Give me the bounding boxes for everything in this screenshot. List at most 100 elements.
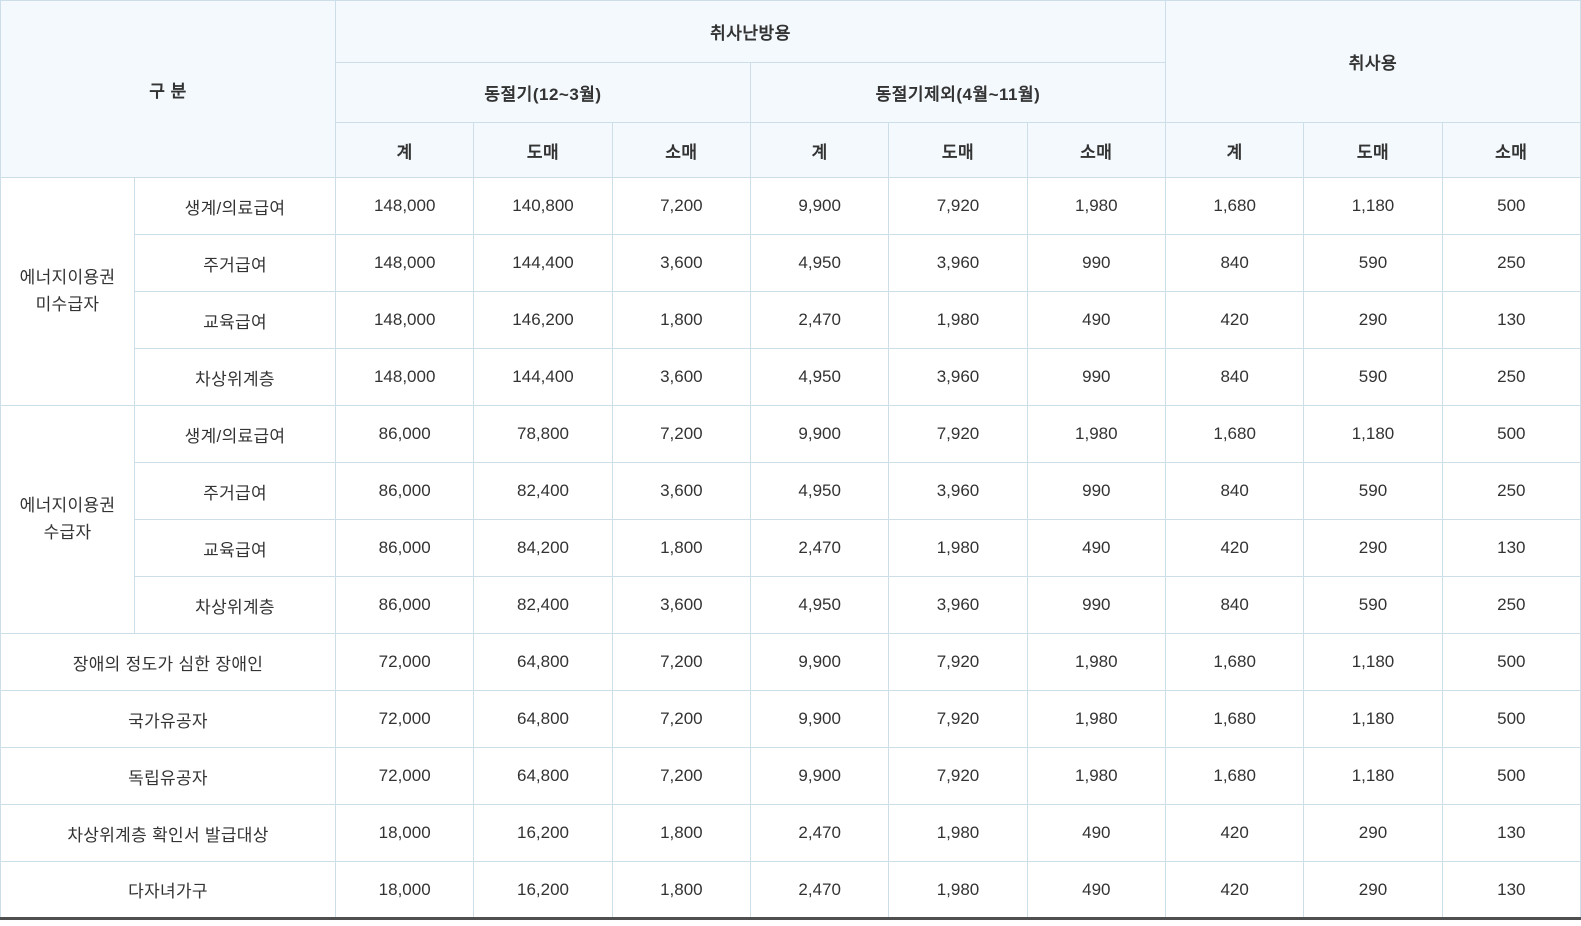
row-label: 주거급여	[133, 234, 337, 292]
cell: 1,800	[611, 291, 752, 349]
cell: 840	[1164, 576, 1305, 634]
cell: 9,900	[749, 747, 890, 805]
cell: 1,980	[888, 519, 1028, 577]
cell: 250	[1441, 348, 1581, 406]
row-label: 다자녀가구	[0, 861, 337, 919]
cell: 64,800	[473, 690, 613, 748]
cell: 590	[1303, 348, 1443, 406]
cell: 144,400	[473, 348, 613, 406]
table-row: 에너지이용권 수급자 생계/의료급여 86,000 78,800 7,200 9…	[0, 405, 1581, 634]
cell: 990	[1026, 462, 1166, 520]
cell: 1,980	[1026, 747, 1166, 805]
cell: 3,960	[888, 462, 1028, 520]
cell: 1,180	[1303, 633, 1443, 691]
row-label: 주거급여	[133, 462, 337, 520]
row-group-label: 에너지이용권 미수급자	[0, 177, 135, 406]
cell: 1,680	[1164, 690, 1305, 748]
cell: 590	[1303, 234, 1443, 292]
cell: 64,800	[473, 633, 613, 691]
cell: 3,600	[611, 348, 752, 406]
cell: 590	[1303, 576, 1443, 634]
cell: 130	[1441, 519, 1581, 577]
cell: 140,800	[473, 177, 613, 235]
cell: 840	[1164, 348, 1305, 406]
cell: 290	[1303, 804, 1443, 862]
cell: 590	[1303, 462, 1443, 520]
cell: 500	[1441, 690, 1581, 748]
header-gubun: 구 분	[0, 0, 337, 178]
cell: 500	[1441, 633, 1581, 691]
header-cooking-heating: 취사난방용	[335, 0, 1166, 63]
header-subcol-wholesale: 도매	[888, 122, 1028, 178]
cell: 72,000	[335, 690, 475, 748]
table-row: 차상위계층 148,000 144,400 3,600 4,950 3,960 …	[1, 348, 1581, 406]
cell: 130	[1441, 291, 1581, 349]
header-subcol-retail: 소매	[1441, 122, 1581, 178]
cell: 3,960	[888, 234, 1028, 292]
cell: 72,000	[335, 747, 475, 805]
table-row: 교육급여 148,000 146,200 1,800 2,470 1,980 4…	[1, 291, 1581, 349]
cell: 7,200	[611, 405, 752, 463]
cell: 1,180	[1303, 177, 1443, 235]
table-row: 주거급여 86,000 82,400 3,600 4,950 3,960 990…	[1, 462, 1581, 520]
cell: 4,950	[749, 234, 890, 292]
header-non-winter: 동절기제외(4월~11월)	[750, 62, 1166, 123]
cell: 7,920	[888, 405, 1028, 463]
cell: 7,200	[611, 177, 752, 235]
table-row: 국가유공자 72,000 64,800 7,200 9,900 7,920 1,…	[0, 690, 1581, 748]
cell: 1,980	[888, 804, 1028, 862]
cell: 86,000	[335, 405, 475, 463]
cell: 144,400	[473, 234, 613, 292]
cell: 1,800	[611, 519, 752, 577]
header-cooking: 취사용	[1164, 0, 1581, 123]
table-row: 차상위계층 확인서 발급대상 18,000 16,200 1,800 2,470…	[0, 804, 1581, 862]
header-subcol-total: 계	[1164, 122, 1305, 178]
cell: 1,680	[1164, 633, 1305, 691]
cell: 7,920	[888, 633, 1028, 691]
cell: 9,900	[749, 633, 890, 691]
header-subcol-retail: 소매	[1026, 122, 1166, 178]
cell: 1,800	[611, 804, 752, 862]
table-row: 독립유공자 72,000 64,800 7,200 9,900 7,920 1,…	[0, 747, 1581, 805]
cell: 84,200	[473, 519, 613, 577]
table-row: 에너지이용권 미수급자 생계/의료급여 148,000 140,800 7,20…	[0, 177, 1581, 406]
header-winter: 동절기(12~3월)	[335, 62, 751, 123]
cell: 2,470	[749, 861, 890, 919]
table-row: 교육급여 86,000 84,200 1,800 2,470 1,980 490…	[1, 519, 1581, 577]
header-row-2: 동절기(12~3월) 동절기제외(4월~11월)	[1, 62, 1581, 123]
cell: 1,680	[1164, 177, 1305, 235]
row-group-label: 에너지이용권 수급자	[0, 405, 135, 634]
cell: 420	[1164, 861, 1305, 919]
cell: 18,000	[335, 861, 475, 919]
cell: 4,950	[749, 348, 890, 406]
cell: 1,680	[1164, 747, 1305, 805]
cell: 82,400	[473, 576, 613, 634]
cell: 490	[1026, 804, 1166, 862]
cell: 146,200	[473, 291, 613, 349]
header-row-1: 구 분 취사난방용 취사용	[0, 0, 1581, 178]
cell: 1,680	[1164, 405, 1305, 463]
row-label: 독립유공자	[0, 747, 337, 805]
cell: 840	[1164, 234, 1305, 292]
cell: 72,000	[335, 633, 475, 691]
cell: 148,000	[335, 234, 475, 292]
cell: 1,180	[1303, 747, 1443, 805]
row-label: 장애의 정도가 심한 장애인	[0, 633, 337, 691]
cell: 148,000	[335, 177, 475, 235]
cell: 500	[1441, 177, 1581, 235]
cell: 290	[1303, 519, 1443, 577]
cell: 250	[1441, 576, 1581, 634]
cell: 490	[1026, 861, 1166, 919]
cell: 130	[1441, 861, 1581, 919]
cell: 16,200	[473, 861, 613, 919]
header-subcol-total: 계	[749, 122, 890, 178]
cell: 7,920	[888, 177, 1028, 235]
cell: 1,180	[1303, 405, 1443, 463]
table-row: 차상위계층 86,000 82,400 3,600 4,950 3,960 99…	[1, 576, 1581, 634]
cell: 82,400	[473, 462, 613, 520]
header-subcol-total: 계	[335, 122, 475, 178]
cell: 86,000	[335, 519, 475, 577]
cell: 148,000	[335, 291, 475, 349]
